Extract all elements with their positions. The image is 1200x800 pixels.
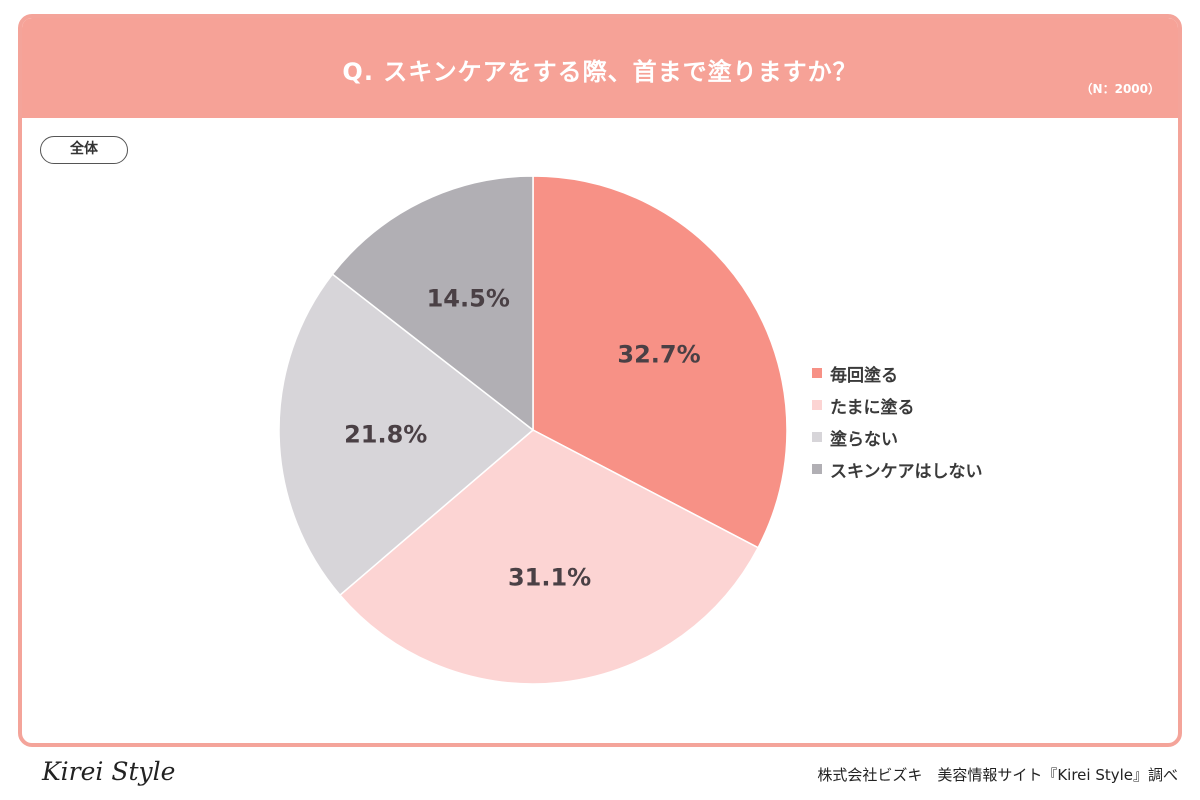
segment-pill: 全体 (40, 136, 128, 164)
legend-item-4: スキンケアはしない (812, 453, 983, 485)
pie-slice-3 (278, 273, 535, 597)
pie-slice-1 (532, 175, 788, 549)
legend-label: 塗らない (830, 429, 898, 450)
legend-item-3: 塗らない (812, 421, 983, 453)
legend-label: たまに塗る (830, 397, 915, 418)
pie-slice-4 (331, 175, 534, 432)
question-title: Q. スキンケアをする際、首まで塗りますか？ (342, 58, 858, 86)
pie-slice-label-1: 32.7% (617, 341, 700, 369)
source-credit: 株式会社ビズキ 美容情報サイト『Kirei Style』調べ (817, 766, 1178, 784)
legend-label: 毎回塗る (830, 365, 898, 386)
legend-swatch (812, 464, 822, 474)
legend-swatch (812, 432, 822, 442)
pie-slice-label-2: 31.1% (508, 563, 591, 591)
legend-label: スキンケアはしない (830, 461, 983, 482)
sample-size: （N：2000） (1080, 82, 1160, 96)
legend-item-1: 毎回塗る (812, 357, 983, 389)
legend-item-2: たまに塗る (812, 389, 983, 421)
legend-swatch (812, 400, 822, 410)
pie-slice-2 (338, 429, 760, 685)
legend-swatch (812, 368, 822, 378)
brand-logo: Kirei Style (42, 757, 176, 786)
pie-slice-label-4: 14.5% (427, 285, 510, 313)
legend: 毎回塗るたまに塗る塗らないスキンケアはしない (812, 357, 983, 485)
card-header: Q. スキンケアをする際、首まで塗りますか？ （N：2000） (22, 18, 1178, 118)
pie-slice-label-3: 21.8% (344, 420, 427, 448)
